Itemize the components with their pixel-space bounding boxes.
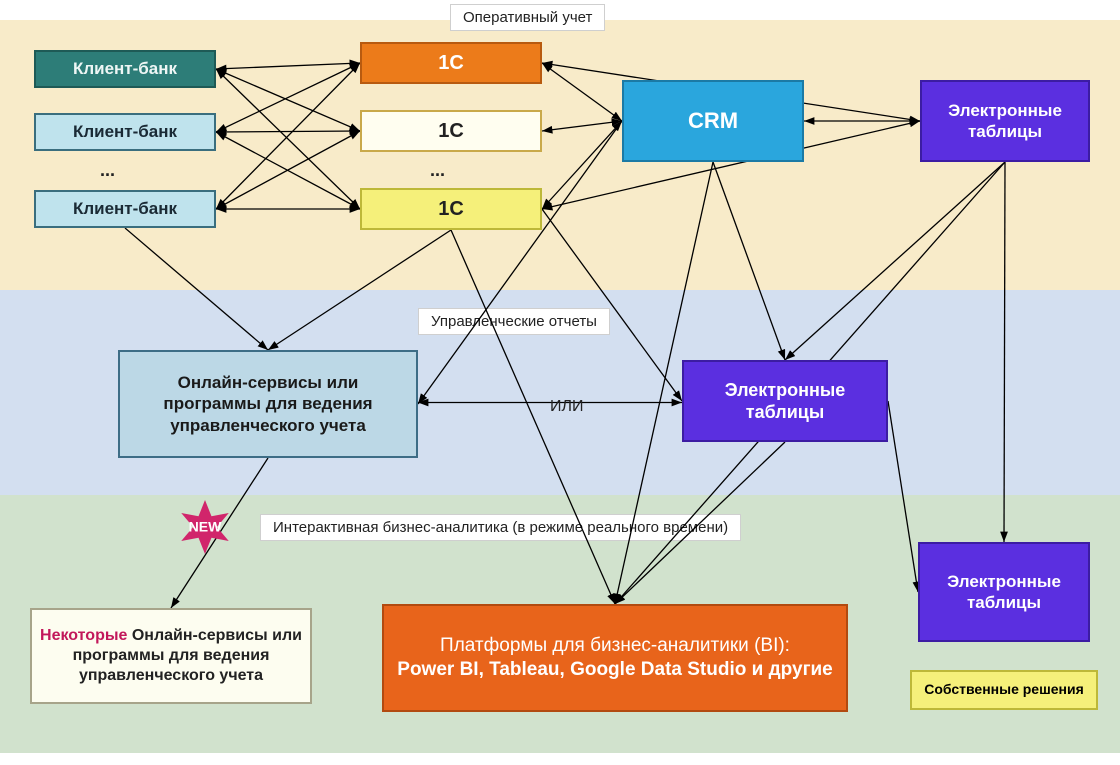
- label: 1С: [438, 197, 464, 222]
- node-1c-1: 1С: [360, 42, 542, 84]
- label: Собственные решения: [924, 681, 1084, 699]
- node-spreadsheets-3: Электронные таблицы: [918, 542, 1090, 642]
- node-client-bank-3: Клиент-банк: [34, 190, 216, 228]
- node-1c-3: 1С: [360, 188, 542, 230]
- ellipsis-left: ...: [100, 160, 115, 181]
- label: Клиент-банк: [73, 198, 177, 219]
- or-label: ИЛИ: [550, 398, 584, 416]
- node-some-services: Некоторые Онлайн-сервисы или программы д…: [30, 608, 312, 704]
- node-spreadsheets-1: Электронные таблицы: [920, 80, 1090, 162]
- node-bi-platforms: Платформы для бизнес-аналитики (BI):Powe…: [382, 604, 848, 712]
- label: CRM: [688, 107, 738, 135]
- node-spreadsheets-2: Электронные таблицы: [682, 360, 888, 442]
- label: 1С: [438, 119, 464, 144]
- label: Электронные таблицы: [692, 379, 878, 424]
- svg-text:NEW: NEW: [189, 518, 222, 534]
- new-badge: NEW: [178, 500, 232, 554]
- label: 1С: [438, 51, 464, 76]
- label: Электронные таблицы: [930, 100, 1080, 143]
- label: Онлайн-сервисы или программы для ведения…: [128, 372, 408, 436]
- node-management-services: Онлайн-сервисы или программы для ведения…: [118, 350, 418, 458]
- node-own-solutions: Собственные решения: [910, 670, 1098, 710]
- label: Электронные таблицы: [928, 571, 1080, 614]
- label: Некоторые Онлайн-сервисы или программы д…: [40, 626, 302, 686]
- node-1c-2: 1С: [360, 110, 542, 152]
- node-client-bank-2: Клиент-банк: [34, 113, 216, 151]
- node-client-bank-1: Клиент-банк: [34, 50, 216, 88]
- ellipsis-mid: ...: [430, 160, 445, 181]
- label: Клиент-банк: [73, 58, 177, 79]
- label: Платформы для бизнес-аналитики (BI):Powe…: [397, 634, 832, 682]
- label: Клиент-банк: [73, 121, 177, 142]
- node-crm: CRM: [622, 80, 804, 162]
